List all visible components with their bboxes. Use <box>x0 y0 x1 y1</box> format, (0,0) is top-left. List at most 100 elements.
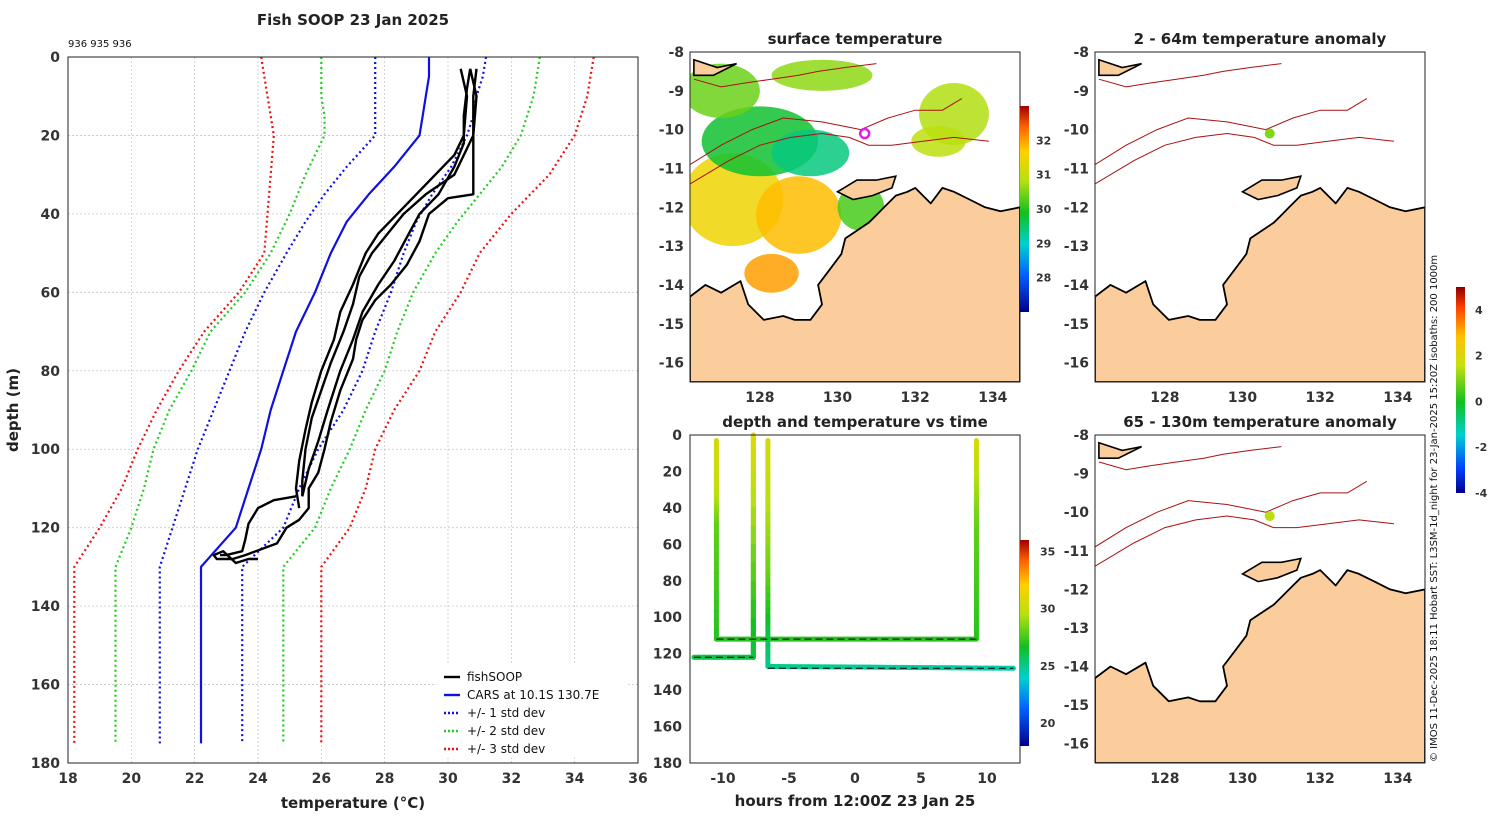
profile-series-line-fishsoop <box>212 68 478 565</box>
anomaly-shallow-title: 2 - 64m temperature anomaly <box>1134 30 1387 48</box>
dt-ytick-label: 80 <box>663 574 683 590</box>
map-ytick-label: -15 <box>1064 317 1089 333</box>
sst-map-content <box>690 58 1020 382</box>
isobath-line <box>1095 132 1394 185</box>
profile-grid <box>67 56 639 764</box>
sst-colorbar-tick-label: 28 <box>1036 272 1051 285</box>
dt-colorbar-tick-label: 25 <box>1040 660 1055 673</box>
sst-colorbar-tick-label: 29 <box>1036 237 1051 250</box>
profile-series-line-std2 <box>114 57 326 744</box>
anomaly-colorbar-tick-label: -4 <box>1475 487 1488 500</box>
profile-ytick-label: 140 <box>31 599 60 615</box>
anomaly-deep-panel: 65 - 130m temperature anomaly 128 130 132 1… <box>1064 413 1426 787</box>
profile-ticks: 18 20 22 24 26 28 30 32 34 36 0 20 40 60 80 100 120 140 16… <box>31 50 648 787</box>
map-ytick-label: -12 <box>1064 200 1089 216</box>
profile-ytick-label: 40 <box>41 207 61 223</box>
map-ytick-label: -12 <box>659 200 684 216</box>
isobath-line <box>693 63 877 88</box>
anomaly-marker <box>1264 511 1275 522</box>
map-ytick-label: -9 <box>668 84 684 100</box>
profile-ytick-label: 80 <box>41 364 61 380</box>
profile-xtick-label: 20 <box>122 771 142 787</box>
map-ytick-label: -13 <box>1064 621 1089 637</box>
legend-label: +/- 3 std dev <box>467 742 545 756</box>
anomaly-deep-title: 65 - 130m temperature anomaly <box>1123 413 1397 431</box>
dt-colorbar-tick-label: 30 <box>1040 603 1056 616</box>
map-ytick-label: -8 <box>1073 45 1089 61</box>
map-ytick-label: -12 <box>1064 582 1089 598</box>
dt-colorbar-tick-label: 20 <box>1040 717 1056 730</box>
header-ids: 936 935 936 <box>68 39 132 50</box>
sst-patch <box>771 129 850 177</box>
profile-xtick-label: 30 <box>438 771 458 787</box>
depth-time-xlabel: hours from 12:00Z 23 Jan 25 <box>735 792 976 810</box>
sst-colorbar <box>1020 106 1029 312</box>
map-ytick-label: -16 <box>1064 356 1089 372</box>
sst-patch <box>771 59 873 91</box>
profile-xtick-label: 36 <box>628 771 647 787</box>
profile-series-line-std3 <box>320 56 595 744</box>
land-mass <box>1095 187 1425 382</box>
map-xtick-label: 134 <box>1383 771 1412 787</box>
map-ytick-label: -14 <box>1064 660 1090 676</box>
map-ytick-label: -9 <box>1073 84 1089 100</box>
profile-series <box>73 56 595 744</box>
profile-legend: fishSOOP CARS at 10.1S 130.7E +/- 1 std de… <box>436 664 628 758</box>
sst-colorbar-tick-label: 31 <box>1036 169 1051 182</box>
dt-ytick-label: 180 <box>653 756 682 772</box>
island <box>693 58 737 77</box>
sst-patch <box>690 63 760 118</box>
profile-ytick-label: 160 <box>31 678 60 694</box>
map-ytick-label: -9 <box>1073 467 1089 483</box>
dt-xtick-label: 10 <box>977 771 997 787</box>
profile-xtick-label: 32 <box>502 771 521 787</box>
isobath-line <box>1098 63 1282 88</box>
map-xtick-label: 132 <box>901 390 930 406</box>
map-ytick-label: -11 <box>1064 544 1089 560</box>
depth-time-title: depth and temperature vs time <box>722 413 988 431</box>
island <box>1098 58 1142 77</box>
anomaly-shallow-panel: 2 - 64m temperature anomaly 128 130 132 134… <box>1064 30 1426 406</box>
profile-frame <box>67 56 639 764</box>
map-ytick-label: -10 <box>659 123 685 139</box>
isobath-line <box>690 98 963 166</box>
dt-xtick-label: 5 <box>916 771 926 787</box>
sst-map-ticks: 128 130 132 134 -8 -9 -10 -11 -12 -13 -14 -15 -16 <box>659 45 1008 406</box>
map-ytick-label: -16 <box>659 356 684 372</box>
profile-xlabel: temperature (°C) <box>281 794 425 812</box>
map-xtick-label: 130 <box>1228 771 1257 787</box>
profile-series-line-std3 <box>73 56 275 744</box>
anomaly-shallow-content <box>1095 58 1425 382</box>
profile-xtick-label: 24 <box>248 771 268 787</box>
dt-colorbar-tick-label: 35 <box>1040 545 1055 558</box>
profile-ytick-label: 20 <box>41 128 61 144</box>
dt-ytick-label: 140 <box>653 683 682 699</box>
anomaly-colorbar-tick-label: 0 <box>1475 395 1483 408</box>
isobath-line <box>1095 98 1368 166</box>
map-xtick-label: 128 <box>1150 771 1179 787</box>
profile-series-line-cars <box>199 57 431 744</box>
island <box>1098 441 1142 459</box>
anomaly-deep-content <box>1095 441 1425 763</box>
land-mass <box>1095 569 1425 763</box>
dt-colorbar <box>1020 540 1029 746</box>
legend-label: +/- 1 std dev <box>467 706 545 720</box>
map-ytick-label: -14 <box>1064 278 1090 294</box>
sst-patch <box>756 176 842 254</box>
dt-ytick-label: 0 <box>672 428 682 444</box>
dt-xtick-label: 0 <box>850 771 860 787</box>
map-ytick-label: -11 <box>1064 161 1089 177</box>
map-xtick-label: 132 <box>1306 390 1335 406</box>
map-ytick-label: -8 <box>668 45 684 61</box>
isobath-line <box>690 132 989 185</box>
dt-xtick-label: -5 <box>781 771 797 787</box>
profile-ytick-label: 0 <box>50 50 60 66</box>
profile-ytick-label: 60 <box>41 285 61 301</box>
isobath-line <box>1098 446 1282 471</box>
island <box>1240 175 1302 201</box>
map-ytick-label: -8 <box>1073 428 1089 444</box>
anomaly-colorbar-ticks: -4 -2 0 2 4 <box>1475 304 1488 500</box>
depth-time-panel: depth and temperature vs time -10 -5 0 5 100… <box>653 413 1056 810</box>
